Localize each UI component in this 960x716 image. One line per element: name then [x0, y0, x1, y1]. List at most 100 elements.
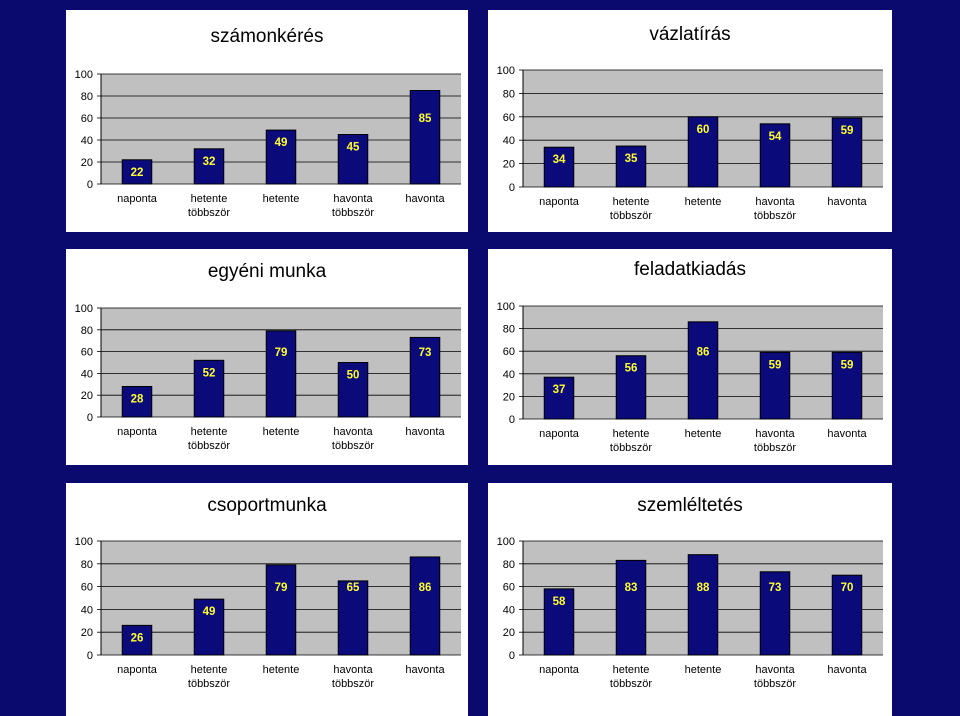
x-tick-label: havonta — [333, 426, 373, 438]
x-tick-label: havonta — [405, 193, 445, 205]
y-tick-label: 80 — [81, 325, 93, 337]
y-tick-label: 100 — [75, 536, 93, 548]
x-tick-label: havonta — [333, 193, 373, 205]
value-label: 54 — [769, 131, 782, 143]
y-tick-label: 40 — [81, 135, 93, 147]
bar — [337, 134, 369, 185]
bar-chart: 100 80 60 40 20 0 26 naponta 49 hetente többször 79… — [75, 536, 461, 690]
y-tick-label: 0 — [509, 182, 515, 194]
value-label: 58 — [553, 596, 566, 608]
x-tick-label: többször — [332, 678, 375, 690]
x-tick-label: havonta — [827, 664, 867, 676]
x-tick-label: naponta — [539, 196, 580, 208]
value-label: 85 — [419, 113, 432, 125]
bar — [337, 362, 369, 418]
y-tick-label: 0 — [87, 179, 93, 191]
y-tick-label: 80 — [81, 91, 93, 103]
y-tick-label: 20 — [503, 391, 515, 403]
chart-panel-csoportmunka: csoportmunka 100 80 60 40 20 0 26 naponta 49 hete… — [66, 483, 468, 716]
x-tick-label: havonta — [755, 664, 795, 676]
y-tick-label: 0 — [509, 414, 515, 426]
y-tick-label: 40 — [503, 604, 515, 616]
x-tick-label: többször — [754, 678, 797, 690]
bar — [265, 564, 297, 656]
bar — [759, 351, 791, 420]
bar — [121, 624, 153, 656]
y-tick-label: 60 — [503, 346, 515, 358]
value-label: 49 — [275, 137, 288, 149]
y-tick-label: 100 — [75, 69, 93, 81]
y-tick-label: 20 — [503, 627, 515, 639]
y-tick-label: 40 — [81, 368, 93, 380]
value-label: 22 — [131, 167, 144, 179]
y-tick-label: 40 — [503, 135, 515, 147]
value-label: 79 — [275, 582, 288, 594]
y-tick-label: 0 — [509, 650, 515, 662]
value-label: 60 — [697, 124, 710, 136]
y-tick-label: 100 — [497, 536, 515, 548]
y-tick-label: 0 — [87, 412, 93, 424]
y-tick-label: 100 — [497, 65, 515, 77]
y-tick-label: 60 — [81, 347, 93, 359]
bar — [615, 559, 647, 656]
x-tick-label: hetente — [685, 428, 722, 440]
value-label: 34 — [553, 154, 566, 166]
bar — [265, 129, 297, 185]
value-label: 79 — [275, 347, 288, 359]
bar — [337, 580, 369, 656]
x-tick-label: naponta — [117, 193, 158, 205]
y-tick-label: 100 — [497, 301, 515, 313]
bar — [121, 385, 153, 418]
y-tick-label: 60 — [503, 582, 515, 594]
bar — [687, 321, 719, 420]
x-tick-label: havonta — [755, 196, 795, 208]
x-tick-label: többször — [188, 678, 231, 690]
bar — [409, 556, 441, 656]
bar — [543, 146, 575, 188]
bar — [759, 123, 791, 188]
bar — [687, 554, 719, 656]
x-tick-label: hetente — [685, 664, 722, 676]
x-tick-label: hetente — [263, 426, 300, 438]
value-label: 73 — [419, 347, 432, 359]
x-tick-label: havonta — [755, 428, 795, 440]
value-label: 86 — [419, 582, 432, 594]
bar — [759, 571, 791, 656]
x-tick-label: hetente — [685, 196, 722, 208]
x-tick-label: naponta — [539, 664, 580, 676]
x-tick-label: többször — [332, 440, 375, 452]
x-tick-label: hetente — [191, 193, 228, 205]
bar — [193, 598, 225, 656]
x-tick-label: többször — [610, 442, 653, 454]
bar — [409, 336, 441, 418]
x-tick-label: hetente — [191, 664, 228, 676]
x-tick-label: havonta — [405, 426, 445, 438]
bar-chart: 100 80 60 40 20 0 34 naponta 35 hetente többször 60… — [497, 65, 883, 222]
bar — [831, 117, 863, 188]
x-tick-label: többször — [610, 678, 653, 690]
chart-title: számonkérés — [210, 26, 324, 47]
x-tick-label: többször — [188, 207, 231, 219]
x-tick-label: hetente — [191, 426, 228, 438]
x-tick-label: naponta — [539, 428, 580, 440]
value-label: 56 — [625, 363, 638, 375]
y-tick-label: 80 — [81, 559, 93, 571]
chart-title: csoportmunka — [207, 495, 327, 516]
y-tick-label: 80 — [503, 324, 515, 336]
x-tick-label: többször — [754, 210, 797, 222]
bar — [615, 355, 647, 420]
value-label: 70 — [841, 582, 854, 594]
y-tick-label: 60 — [81, 113, 93, 125]
x-tick-label: havonta — [827, 428, 867, 440]
value-label: 59 — [769, 359, 782, 371]
bar-chart: 100 80 60 40 20 0 22 naponta 32 hetente többször 49… — [75, 69, 461, 219]
y-tick-label: 20 — [81, 157, 93, 169]
value-label: 35 — [625, 153, 638, 165]
bar — [687, 116, 719, 188]
bar — [831, 351, 863, 420]
chart-title: egyéni munka — [207, 261, 327, 282]
x-tick-label: többször — [188, 440, 231, 452]
x-tick-label: naponta — [117, 426, 158, 438]
x-tick-label: hetente — [263, 664, 300, 676]
bar — [409, 90, 441, 185]
